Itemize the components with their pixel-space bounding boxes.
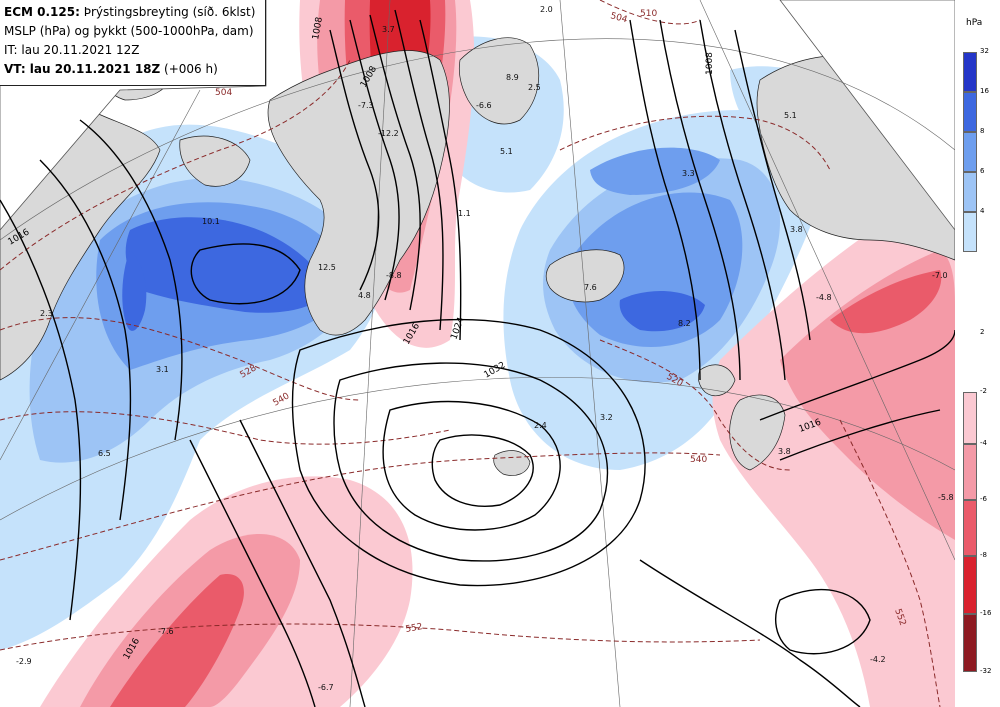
graticule <box>0 0 956 707</box>
legend-swatch-16 <box>963 92 977 132</box>
pressure-change-label: 3.8 <box>778 447 791 456</box>
pressure-change-labels: -7.3 -12.2 3.7 8.9 2.5 -6.6 5.1 10.1 12.… <box>16 5 954 692</box>
legend-swatch-4 <box>963 212 977 252</box>
valid-time-line: VT: lau 20.11.2021 18Z (+006 h) <box>4 60 261 79</box>
thickness-contours <box>0 0 941 707</box>
lead-time: (+006 h) <box>160 62 218 76</box>
legend-swatch-m6 <box>963 500 977 556</box>
pressure-change-label: -6.7 <box>318 683 334 692</box>
title-line-2: MSLP (hPa) og þykkt (500-1000hPa, dam) <box>4 24 254 38</box>
legend-label: -2 <box>980 387 987 395</box>
land-baffin <box>179 135 251 187</box>
thickness-label: 552 <box>405 622 424 635</box>
legend-label: -6 <box>980 495 987 503</box>
land-iceland <box>545 249 625 303</box>
pressure-change-label: 5.1 <box>500 147 513 156</box>
pressure-change-label: 8.2 <box>678 319 691 328</box>
legend-swatch-m2 <box>963 392 977 444</box>
legend-label: 4 <box>980 207 985 215</box>
pressure-change-label: 4.8 <box>358 291 371 300</box>
legend-swatch-6 <box>963 172 977 212</box>
legend-unit: hPa <box>966 18 983 28</box>
color-legend: hPa 32 16 8 6 4 2 -2 -4 -6 -8 -16 -32 <box>955 0 1000 707</box>
pressure-change-label: 6.5 <box>98 449 111 458</box>
pressure-change-label: 2.0 <box>540 5 553 14</box>
pressure-change-label: -8.8 <box>386 271 402 280</box>
pressure-change-label: 8.9 <box>506 73 519 82</box>
pressure-change-label: -4.2 <box>870 655 886 664</box>
legend-swatch-m8 <box>963 556 977 614</box>
model-name: ECM 0.125: <box>4 5 80 19</box>
land-greenland <box>267 50 450 336</box>
pressure-change-label: 12.5 <box>318 263 336 272</box>
legend-swatch-m4 <box>963 444 977 500</box>
pressure-change-label: 2.5 <box>528 83 541 92</box>
pressure-change-label: 5.1 <box>784 111 797 120</box>
legend-label: -16 <box>980 609 992 617</box>
pressure-change-label: -5.8 <box>938 493 954 502</box>
legend-swatch-8 <box>963 132 977 172</box>
isobar-label: 1008 <box>311 16 325 41</box>
isobars <box>0 9 956 707</box>
pressure-change-label: 7.6 <box>584 283 597 292</box>
land-british-isles <box>729 394 786 471</box>
thickness-label: 510 <box>640 9 657 19</box>
pressure-change-label: 3.3 <box>682 169 695 178</box>
field-description: Þrýstingsbreyting (síð. 6klst) <box>79 5 256 19</box>
valid-time: VT: lau 20.11.2021 18Z <box>4 62 161 76</box>
pressure-change-label: 3.7 <box>382 25 395 34</box>
pressure-change-label: 3.2 <box>600 413 613 422</box>
thickness-label: 504 <box>215 88 232 98</box>
land-svalbard <box>458 37 540 125</box>
pressure-change-label: -2.9 <box>16 657 32 666</box>
pressure-change-label: -7.0 <box>932 271 948 280</box>
legend-label: 16 <box>980 87 989 95</box>
legend-label: -8 <box>980 551 987 559</box>
legend-label: -4 <box>980 439 987 447</box>
isobar-label: 1008 <box>705 52 715 75</box>
pressure-change-label: 3.8 <box>790 225 803 234</box>
pressure-change-label: -4.8 <box>816 293 832 302</box>
legend-label: 32 <box>980 47 989 55</box>
map-title-box: ECM 0.125: Þrýstingsbreyting (síð. 6klst… <box>0 0 266 86</box>
pressure-change-label: -6.6 <box>476 101 492 110</box>
pressure-change-label: 2.4 <box>534 421 547 430</box>
legend-label: 2 <box>980 328 985 336</box>
pressure-change-label: -7.3 <box>358 101 374 110</box>
legend-label: 6 <box>980 167 985 175</box>
thickness-label: 504 <box>609 11 628 25</box>
pressure-change-label: -12.2 <box>378 129 399 138</box>
pressure-change-label: 3.1 <box>156 365 169 374</box>
init-time: IT: lau 20.11.2021 12Z <box>4 43 140 57</box>
legend-swatch-32 <box>963 52 977 92</box>
legend-swatch-m16 <box>963 614 977 672</box>
pressure-change-label: 10.1 <box>202 217 220 226</box>
pressure-change-label: -7.6 <box>158 627 174 636</box>
pressure-change-label: 2.3 <box>40 309 53 318</box>
legend-label: -32 <box>980 667 992 675</box>
land-faroe-shetland <box>698 364 736 397</box>
title-line-1: ECM 0.125: Þrýstingsbreyting (síð. 6klst… <box>4 3 261 22</box>
legend-label: 8 <box>980 127 985 135</box>
thickness-label: 540 <box>690 455 707 465</box>
pressure-change-label: 1.1 <box>458 209 471 218</box>
